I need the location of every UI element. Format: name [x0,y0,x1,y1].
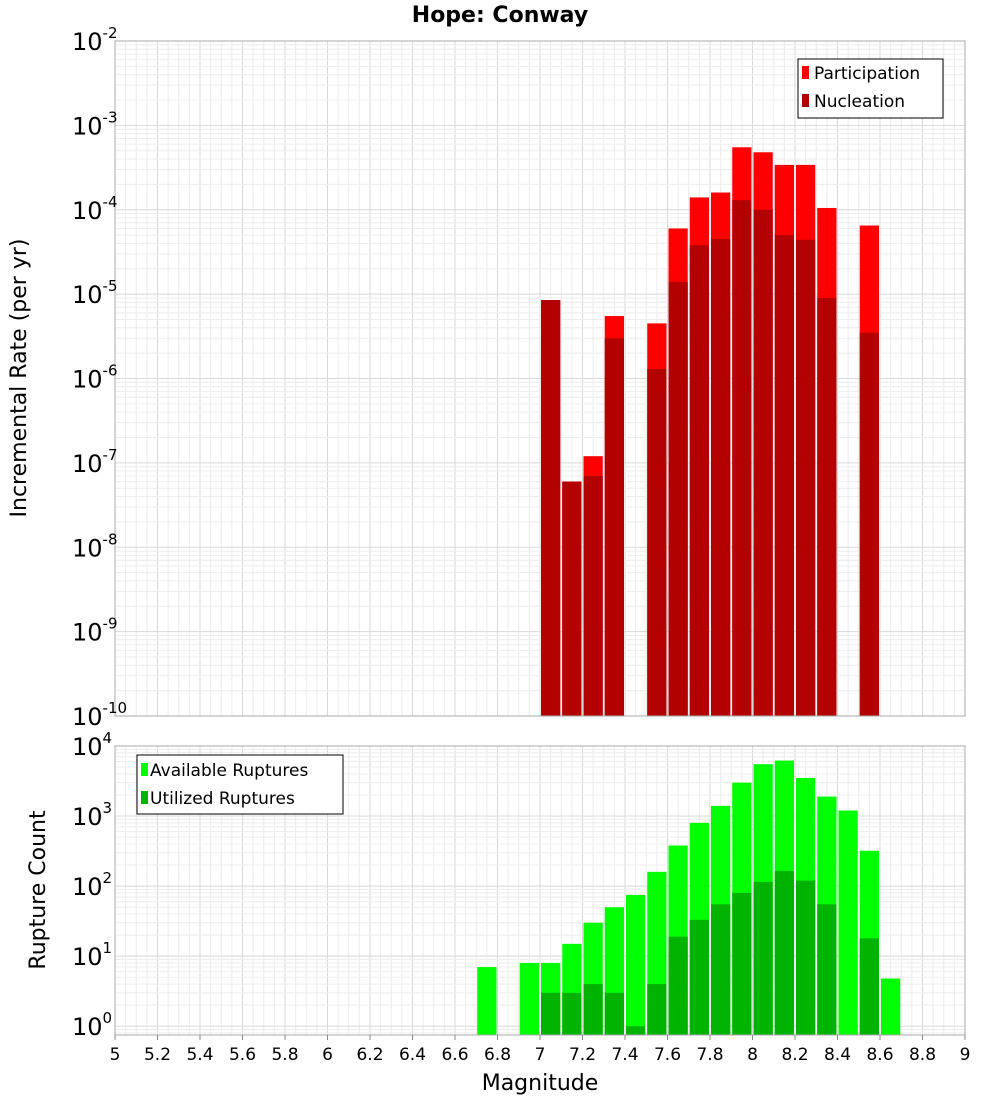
count-bar-b [753,881,773,1035]
count-bar-b [626,1026,646,1035]
legend-swatch-available [141,763,148,776]
x-tick-label: 6.6 [441,1045,468,1065]
rate-bar-b [604,338,624,716]
rate-bar-b [647,368,667,716]
count-bar-b [541,992,561,1035]
count-bar-b [604,992,624,1035]
top-plot-frame [114,40,966,717]
y-tick-label: 10-6 [72,362,118,394]
count-bar-b [796,880,816,1035]
count-bar-b [562,992,582,1035]
count-bar-a [519,962,539,1035]
y-tick-label: 10-9 [72,615,118,647]
rate-bar-b [859,332,879,716]
x-tick-label: 9 [960,1045,971,1065]
count-bar-b [774,870,794,1035]
rate-bar-b [774,235,794,716]
chart-title: Hope: Conway [412,3,588,28]
x-tick-label: 7.4 [611,1045,638,1065]
rate-bar-b [817,297,837,716]
y-tick-label: 10-7 [72,446,118,478]
top-y-ticks: 10-2 10-3 10-4 10-5 10-6 10-7 10-8 10-9 10-10 [72,24,127,731]
count-bar-a [881,978,901,1035]
count-bar-b [732,892,752,1035]
x-tick-label: 5 [110,1045,121,1065]
top-grid [114,41,966,717]
y-tick-label: 102 [72,869,112,901]
x-tick-label: 6.8 [484,1045,511,1065]
bottom-bars [477,760,901,1035]
x-tick-label: 8.4 [824,1045,851,1065]
rate-bar-b [562,481,582,716]
legend-label-utilized: Utilized Ruptures [150,789,295,809]
legend-label-participation: Participation [814,64,920,84]
y-tick-label: 10-3 [72,108,118,140]
count-bar-b [711,904,731,1035]
rate-bar-b [732,200,752,716]
x-tick-label: 7.8 [696,1045,723,1065]
rate-bar-b [753,209,773,716]
y-tick-label: 10-2 [72,24,118,56]
bottom-y-ticks: 104 103 102 101 100 [72,729,112,1041]
legend-label-available: Available Ruptures [150,761,308,781]
top-bars [541,147,879,717]
y-tick-label: 104 [72,729,112,761]
count-bar-a [838,810,858,1035]
count-bar-a [477,967,497,1035]
y-tick-label: 103 [72,799,112,831]
x-tick-label: 5.8 [271,1045,298,1065]
legend-label-nucleation: Nucleation [814,92,905,112]
bottom-y-axis-label: Rupture Count [26,810,51,970]
x-tick-label: 5.2 [144,1045,171,1065]
x-tick-label: 7.2 [569,1045,596,1065]
x-tick-label: 8 [747,1045,758,1065]
rate-bar-b [583,475,603,716]
rate-bar-b [711,239,731,716]
x-tick-label: 6.4 [399,1045,426,1065]
count-bar-b [689,919,709,1035]
rate-bar-b [796,239,816,716]
x-axis-label: Magnitude [482,1071,599,1096]
x-tick-label: 8.2 [781,1045,808,1065]
count-bar-b [817,904,837,1035]
y-tick-label: 10-10 [72,699,127,731]
rate-bar-b [689,245,709,717]
y-tick-label: 10-5 [72,277,118,309]
y-tick-label: 10-8 [72,530,118,562]
count-bar-a [626,894,646,1035]
bottom-panel: 104 103 102 101 100 5 5.2 5.4 5.6 5.8 6 6.2 6.4 6.6 6… [26,729,970,1096]
y-tick-label: 100 [72,1009,112,1041]
x-ticks: 5 5.2 5.4 5.6 5.8 6 6.2 6.4 6.6 6.8 7 7.2 7.4 7.6 7.8 8… [110,1035,971,1065]
x-tick-label: 5.6 [229,1045,256,1065]
x-tick-label: 7.6 [654,1045,681,1065]
count-bar-b [859,938,879,1035]
x-tick-label: 6 [322,1045,333,1065]
top-y-axis-label: Incremental Rate (per yr) [7,239,32,518]
count-bar-b [647,984,667,1035]
x-tick-label: 7 [535,1045,546,1065]
count-bar-b [583,984,603,1035]
top-panel: 10-2 10-3 10-4 10-5 10-6 10-7 10-8 10-9 10-10 In… [7,24,966,731]
y-tick-label: 10-4 [72,193,118,225]
legend-swatch-utilized [141,791,148,804]
bottom-legend-box [136,754,344,815]
rate-bar-b [541,300,561,716]
top-legend: Participation Nucleation [797,58,944,119]
rate-bar-b [668,281,688,716]
x-tick-label: 8.8 [909,1045,936,1065]
top-legend-box [797,58,944,119]
y-tick-label: 101 [72,939,112,971]
bottom-legend: Available Ruptures Utilized Ruptures [136,754,344,815]
legend-swatch-nucleation [802,94,809,107]
legend-swatch-participation [802,66,809,79]
x-tick-label: 6.2 [356,1045,383,1065]
x-tick-label: 8.6 [866,1045,893,1065]
x-tick-label: 5.4 [186,1045,213,1065]
count-bar-b [668,936,688,1035]
